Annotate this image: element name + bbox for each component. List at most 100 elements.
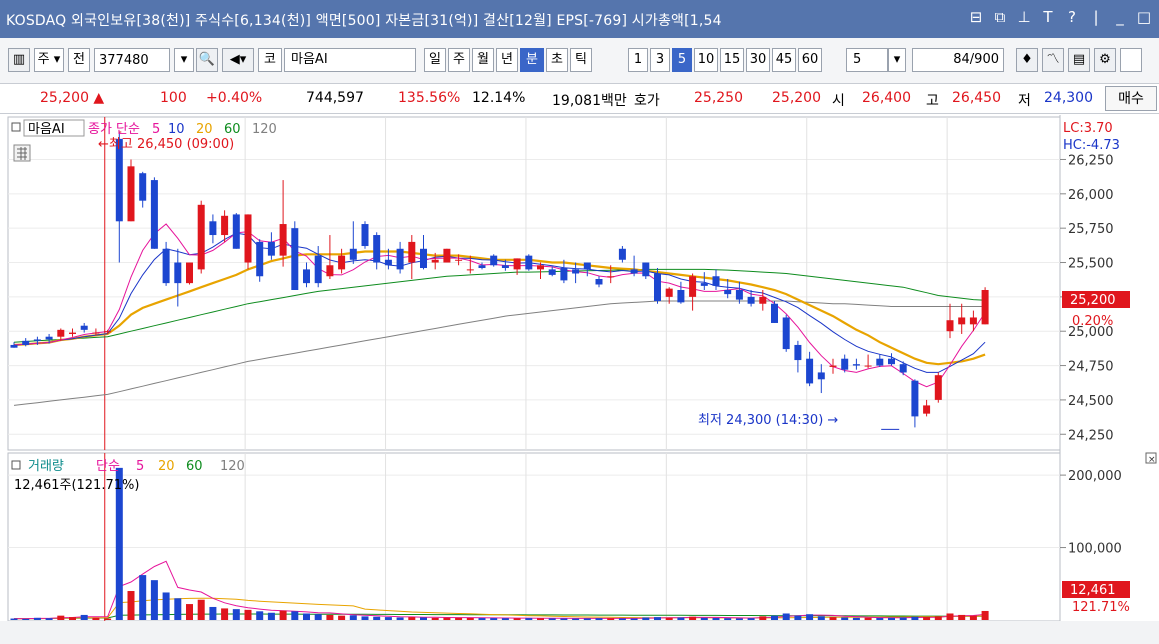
buy-button[interactable]: 매수 [1105, 86, 1157, 111]
volume-bar [92, 617, 100, 620]
interval-45[interactable]: 45 [772, 48, 796, 72]
candle-body [384, 259, 392, 266]
ma-legend-label: 종가 단순 [88, 122, 140, 137]
table-icon-lines [17, 147, 27, 160]
chart-area[interactable]: 26,25026,00025,75025,50025,25025,00024,7… [0, 115, 1159, 644]
ma10-line [13, 232, 986, 373]
volume-bar [829, 617, 837, 620]
copy-icon[interactable]: ⧉ [994, 8, 1006, 26]
volume-bar [607, 618, 615, 620]
lc-label: LC:3.70 [1063, 121, 1113, 136]
interval-dropdown[interactable]: ▾ [888, 48, 906, 72]
candle-type-icon[interactable]: ♦ [1016, 48, 1038, 72]
candle-body [501, 265, 509, 269]
candle-body [115, 138, 123, 222]
font-icon[interactable]: T [1043, 8, 1053, 26]
pin-icon[interactable]: ⊥ [1017, 8, 1031, 26]
layout-icon[interactable]: ▥ [8, 48, 30, 72]
restore-icon[interactable]: ⊟ [969, 8, 983, 26]
interval-15[interactable]: 15 [720, 48, 744, 72]
volume-panel[interactable] [7, 452, 1061, 622]
count-field[interactable]: 84/900 [912, 48, 1004, 72]
interval-1[interactable]: 1 [628, 48, 648, 72]
period-second[interactable]: 초 [546, 48, 568, 72]
grid [8, 117, 1066, 644]
price-tick-label: 24,750 [1068, 360, 1114, 375]
stock-code-input[interactable] [94, 48, 170, 72]
interval-60[interactable]: 60 [798, 48, 822, 72]
candle-body [80, 325, 88, 330]
indicator-icon[interactable]: 〽 [1042, 48, 1064, 72]
volume-toggle-icon[interactable] [11, 460, 21, 470]
volume-bar [279, 610, 287, 620]
speaker-icon[interactable]: ◀▾ [222, 48, 254, 72]
volume-bar [455, 617, 463, 620]
period-day[interactable]: 일 [424, 48, 446, 72]
panel-toggle-icon[interactable] [11, 122, 21, 132]
volume-ma20-legend: 20 [158, 459, 175, 474]
volume-bar [934, 616, 942, 620]
volume-bar [45, 618, 53, 620]
panel-close-icon[interactable] [1145, 452, 1157, 464]
mode2-button[interactable]: 전 [68, 48, 90, 72]
help-icon[interactable]: ? [1068, 8, 1076, 26]
candle-body [817, 372, 825, 380]
volume-bar [33, 617, 41, 620]
candle-body [431, 259, 439, 263]
candle-body [630, 269, 638, 274]
volume-bar [958, 614, 966, 620]
interval-3[interactable]: 3 [650, 48, 670, 72]
candle-body [771, 303, 778, 323]
maximize-icon[interactable]: □ [1136, 8, 1152, 26]
period-tick[interactable]: 틱 [570, 48, 592, 72]
ma10-legend: 10 [168, 122, 185, 137]
checkbox[interactable] [1120, 48, 1142, 72]
search-icon[interactable]: 🔍 [196, 48, 218, 72]
interval-10[interactable]: 10 [694, 48, 718, 72]
quote-bar: 25,200 ▲ 100 +0.40% 744,597 135.56% 12.1… [0, 84, 1159, 114]
volume-bar [104, 618, 112, 620]
period-year[interactable]: 년 [496, 48, 518, 72]
volume-bar [115, 467, 123, 620]
code-dropdown[interactable]: ▾ [174, 48, 194, 72]
volume-bar [373, 616, 381, 620]
volume-pct-label: 121.71% [1072, 600, 1130, 615]
gear-icon[interactable]: ⚙ [1094, 48, 1116, 72]
volume-bar [537, 618, 544, 620]
period-week[interactable]: 주 [448, 48, 470, 72]
volume-bar [314, 614, 322, 620]
period-month[interactable]: 월 [472, 48, 494, 72]
volume-bar [572, 618, 580, 620]
current-price-marker-label: 25,200 [1070, 293, 1116, 308]
stock-name-field[interactable]: 마음AI [284, 48, 416, 72]
volume-bar [10, 618, 18, 620]
ma120-line [13, 300, 986, 406]
candle-body [537, 265, 544, 270]
volume-bar [232, 609, 240, 620]
candle-body [899, 364, 907, 373]
candle-body [127, 166, 135, 222]
volume-header-value: 12,461주(121.71%) [14, 478, 139, 493]
market-prefix[interactable]: 코 [258, 48, 282, 72]
stock-name: 마음AI [291, 52, 328, 67]
volume-bar [127, 591, 135, 620]
volume-bar [326, 614, 334, 620]
count-value: 84 [953, 52, 970, 67]
volume-bar [876, 617, 884, 620]
candle-body [209, 221, 217, 236]
mode-select[interactable]: 주 ▾ [34, 48, 64, 72]
interval-5[interactable]: 5 [672, 48, 692, 72]
interval-select[interactable]: 5 [846, 48, 888, 72]
price-panel[interactable] [7, 116, 1061, 451]
volume-bar [724, 618, 732, 620]
candle-body [841, 358, 849, 370]
volume-ratio: 135.56% [398, 90, 461, 106]
minimize-icon[interactable]: _ [1116, 8, 1124, 26]
volume-bar [712, 617, 720, 620]
period-minute[interactable]: 분 [520, 48, 544, 72]
candle-body [958, 317, 966, 325]
candle-body [326, 265, 334, 277]
save-icon[interactable]: ▤ [1068, 48, 1090, 72]
interval-30[interactable]: 30 [746, 48, 770, 72]
bid-price: 25,200 [772, 90, 821, 106]
